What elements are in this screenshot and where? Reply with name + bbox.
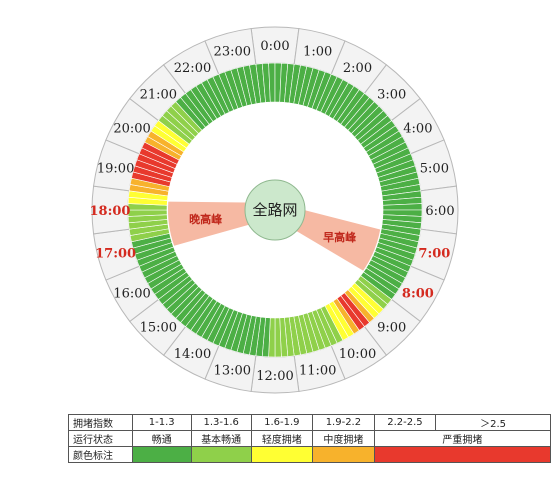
hour-label: 19:00 (97, 161, 134, 176)
hour-label: 17:00 (95, 247, 136, 262)
hour-label: 18:00 (90, 204, 131, 219)
legend-row-status: 运行状态 畅通 基本畅通 轻度拥堵 中度拥堵 严重拥堵 (68, 430, 551, 447)
hour-ring (91, 26, 459, 394)
hour-label: 7:00 (418, 247, 450, 262)
legend-range: 1.6-1.9 (250, 414, 314, 431)
hour-label: 21:00 (140, 87, 177, 102)
hour-label: 20:00 (113, 122, 150, 137)
congestion-slot (249, 63, 262, 104)
hour-label: 22:00 (174, 61, 211, 76)
center-circle (244, 179, 306, 241)
legend-header-status: 运行状态 (68, 430, 133, 447)
hour-label: 0:00 (260, 39, 289, 54)
hour-label: 3:00 (377, 87, 406, 102)
hour-label: 6:00 (425, 204, 454, 219)
congestion-dial-chart: 早高峰 晚高峰 全路网 0:00 1:00 2:00 3:00 4:00 5:00 6:00 7… (90, 26, 459, 394)
legend-range: 1.9-2.2 (312, 414, 375, 431)
hour-label: 14:00 (174, 347, 211, 362)
hour-label: 5:00 (420, 161, 449, 176)
hour-label: 8:00 (402, 287, 434, 302)
hour-label: 12:00 (256, 369, 293, 384)
legend-status: 轻度拥堵 (250, 430, 314, 447)
legend-swatch (190, 446, 252, 463)
hour-label: 9:00 (377, 321, 406, 336)
hour-label: 13:00 (214, 363, 251, 378)
hour-label: 11:00 (299, 363, 336, 378)
hour-label: 2:00 (343, 61, 372, 76)
legend-status: 严重拥堵 (373, 430, 551, 447)
peak-wedge (296, 210, 381, 271)
legend-swatch (373, 446, 551, 463)
legend-swatch (131, 446, 192, 463)
hour-label: 16:00 (113, 287, 150, 302)
hour-label: 15:00 (140, 321, 177, 336)
legend-status: 基本畅通 (190, 430, 252, 447)
center-label: 全路网 (252, 201, 297, 219)
legend-header-color: 颜色标注 (68, 446, 133, 463)
legend-table: 拥堵指数 1-1.3 1.3-1.6 1.6-1.9 1.9-2.2 2.2-2… (68, 414, 551, 463)
legend-row-color: 颜色标注 (68, 446, 551, 463)
legend-range: 1.3-1.6 (190, 414, 252, 431)
legend-status: 畅通 (131, 430, 192, 447)
hour-label: 23:00 (214, 45, 251, 60)
hour-label: 1:00 (303, 45, 332, 60)
legend-swatch (312, 446, 375, 463)
legend-header-index: 拥堵指数 (68, 414, 133, 431)
hour-label: 4:00 (403, 122, 432, 137)
legend-status: 中度拥堵 (312, 430, 375, 447)
legend-range: ＞2.5 (435, 414, 551, 431)
peak-wedges: 早高峰 晚高峰 (168, 201, 381, 271)
legend-swatch (250, 446, 314, 463)
peak-label: 早高峰 (323, 230, 357, 244)
peak-label: 晚高峰 (189, 212, 223, 226)
legend-range: 1-1.3 (131, 414, 192, 431)
congestion-slots (127, 62, 423, 358)
peak-wedge (168, 201, 249, 246)
legend-range: 2.2-2.5 (373, 414, 437, 431)
hour-label: 10:00 (339, 347, 376, 362)
legend-row-index: 拥堵指数 1-1.3 1.3-1.6 1.6-1.9 1.9-2.2 2.2-2… (68, 414, 551, 431)
hour-labels: 0:00 1:00 2:00 3:00 4:00 5:00 6:00 7:00 8:00 9:00… (90, 39, 455, 384)
